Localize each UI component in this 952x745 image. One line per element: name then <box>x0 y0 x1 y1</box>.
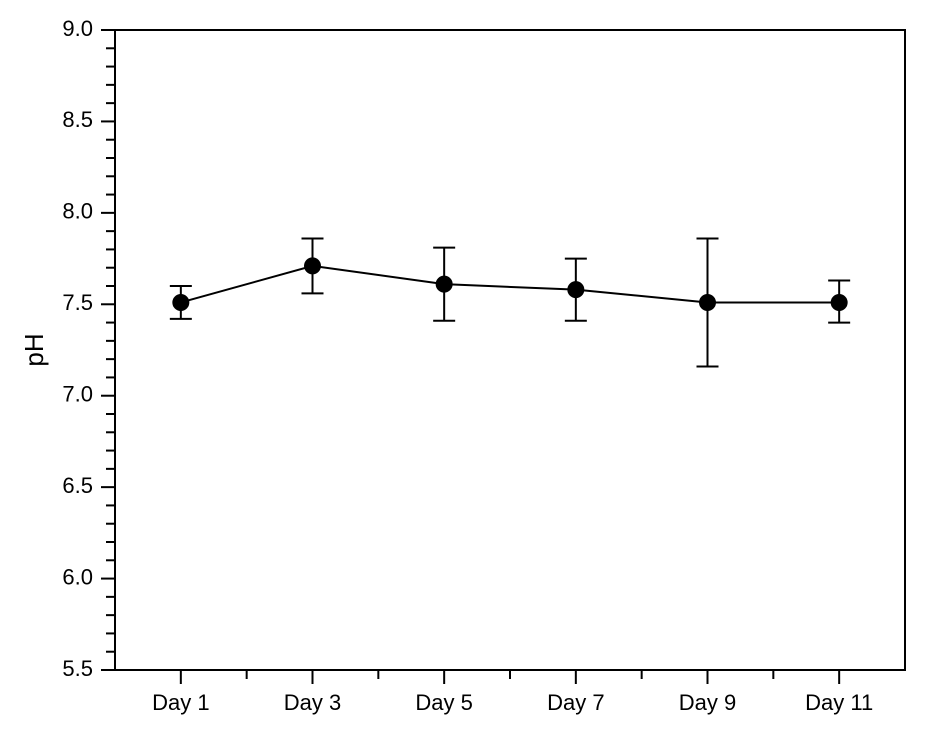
data-point <box>436 276 452 292</box>
x-tick-label: Day 11 <box>805 690 873 715</box>
data-point <box>831 294 847 310</box>
y-tick-label: 7.0 <box>62 382 93 407</box>
data-point <box>305 258 321 274</box>
data-point <box>173 294 189 310</box>
x-tick-label: Day 1 <box>152 690 209 715</box>
ph-chart: 5.5 6.0 6.5 7.0 7.5 8.0 8.5 9.0 Day 1 Day 3 Day 5 D… <box>0 0 952 745</box>
x-tick-label: Day 7 <box>547 690 604 715</box>
x-tick-label: Day 9 <box>679 690 736 715</box>
data-point <box>700 294 716 310</box>
chart-svg: 5.5 6.0 6.5 7.0 7.5 8.0 8.5 9.0 Day 1 Day 3 Day 5 D… <box>0 0 952 745</box>
data-point <box>568 282 584 298</box>
y-tick-label: 8.5 <box>62 107 93 132</box>
x-tick-label: Day 5 <box>415 690 472 715</box>
y-tick-label: 6.0 <box>62 564 93 589</box>
y-tick-label: 7.5 <box>62 290 93 315</box>
y-tick-label: 6.5 <box>62 473 93 498</box>
y-tick-label: 8.0 <box>62 199 93 224</box>
y-tick-label: 9.0 <box>62 16 93 41</box>
y-tick-label: 5.5 <box>62 656 93 681</box>
y-axis-label: pH <box>19 333 49 366</box>
x-tick-label: Day 3 <box>284 690 341 715</box>
